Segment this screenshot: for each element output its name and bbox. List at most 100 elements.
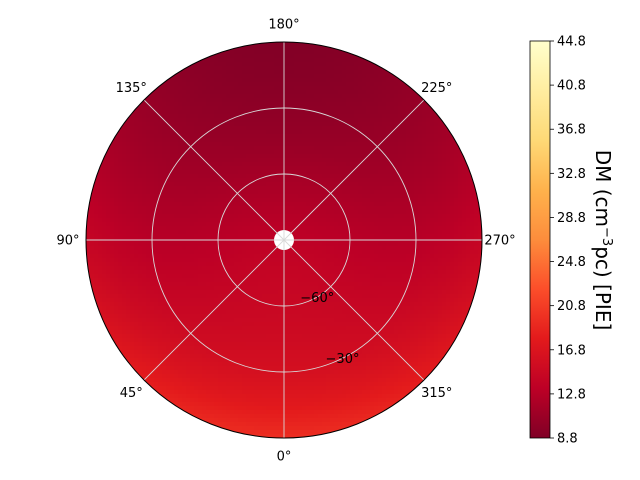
dm-cell	[474, 230, 479, 235]
dm-cell	[430, 194, 435, 199]
dm-cell	[234, 250, 239, 255]
dm-cell	[166, 214, 171, 219]
dm-cell	[146, 242, 151, 247]
dm-cell	[294, 170, 299, 175]
dm-cell	[158, 254, 163, 259]
dm-cell	[114, 274, 119, 279]
dm-cell	[414, 266, 419, 271]
dm-cell	[322, 46, 327, 51]
dm-cell	[122, 190, 127, 195]
dm-cell	[426, 110, 431, 115]
dm-cell	[234, 218, 239, 223]
dm-cell	[122, 242, 127, 247]
dm-cell	[246, 170, 251, 175]
dm-cell	[318, 110, 323, 115]
dm-cell	[318, 214, 323, 219]
dm-cell	[358, 170, 363, 175]
dm-cell	[342, 186, 347, 191]
dm-cell	[326, 262, 331, 267]
dm-cell	[462, 262, 467, 267]
dm-cell	[214, 194, 219, 199]
dm-cell	[118, 142, 123, 147]
dm-cell	[270, 246, 275, 251]
dm-cell	[358, 122, 363, 127]
dm-cell	[106, 226, 111, 231]
dm-cell	[242, 134, 247, 139]
dm-cell	[242, 246, 247, 251]
dm-cell	[422, 262, 427, 267]
dm-cell	[338, 242, 343, 247]
dm-cell	[326, 258, 331, 263]
dm-cell	[182, 182, 187, 187]
dm-cell	[222, 54, 227, 59]
dm-cell	[314, 274, 319, 279]
dm-cell	[326, 210, 331, 215]
dm-cell	[162, 214, 167, 219]
dm-cell	[418, 262, 423, 267]
dm-cell	[158, 106, 163, 111]
dm-cell	[318, 102, 323, 107]
dm-cell	[410, 242, 415, 247]
dm-cell	[474, 206, 479, 211]
dm-cell	[370, 270, 375, 275]
dm-cell	[434, 170, 439, 175]
dm-cell	[194, 122, 199, 127]
dm-cell	[338, 266, 343, 271]
dm-cell	[318, 62, 323, 67]
dm-cell	[234, 74, 239, 79]
dm-cell	[198, 150, 203, 155]
dm-cell	[478, 246, 482, 251]
dm-cell	[290, 82, 295, 87]
dm-cell	[206, 166, 211, 171]
dm-cell	[298, 130, 303, 135]
dm-cell	[174, 198, 179, 203]
dm-cell	[182, 110, 187, 115]
dm-cell	[378, 206, 383, 211]
dm-cell	[98, 278, 103, 283]
dm-cell	[166, 210, 171, 215]
dm-cell	[362, 134, 367, 139]
dm-cell	[358, 142, 363, 147]
dm-cell	[434, 218, 439, 223]
dm-cell	[350, 150, 355, 155]
dm-cell	[426, 230, 431, 235]
dm-cell	[374, 110, 379, 115]
dm-cell	[386, 138, 391, 143]
dm-cell	[290, 66, 295, 71]
dm-cell	[130, 230, 135, 235]
dm-cell	[174, 234, 179, 239]
dm-cell	[398, 94, 403, 99]
dm-cell	[222, 114, 227, 119]
dm-cell	[370, 170, 375, 175]
dm-cell	[182, 78, 187, 83]
dm-cell	[478, 190, 482, 195]
dm-cell	[334, 154, 339, 159]
dm-cell	[454, 202, 459, 207]
dm-cell	[278, 250, 283, 255]
dm-cell	[354, 178, 359, 183]
dm-cell	[310, 226, 315, 231]
dm-cell	[246, 254, 251, 259]
dm-cell	[458, 262, 463, 267]
dm-cell	[386, 106, 391, 111]
dm-cell	[202, 150, 207, 155]
dm-cell	[170, 98, 175, 103]
dm-cell	[106, 270, 111, 275]
dm-cell	[190, 210, 195, 215]
dm-cell	[142, 126, 147, 131]
dm-cell	[198, 250, 203, 255]
dm-cell	[222, 202, 227, 207]
dm-cell	[442, 226, 447, 231]
dm-cell	[98, 234, 103, 239]
dm-cell	[402, 230, 407, 235]
dm-cell	[370, 202, 375, 207]
dm-cell	[126, 226, 131, 231]
dm-cell	[234, 158, 239, 163]
dm-cell	[270, 202, 275, 207]
dm-cell	[206, 242, 211, 247]
dm-cell	[462, 158, 467, 163]
dm-cell	[194, 166, 199, 171]
dm-cell	[162, 106, 167, 111]
dm-cell	[270, 278, 275, 283]
dm-cell	[254, 194, 259, 199]
